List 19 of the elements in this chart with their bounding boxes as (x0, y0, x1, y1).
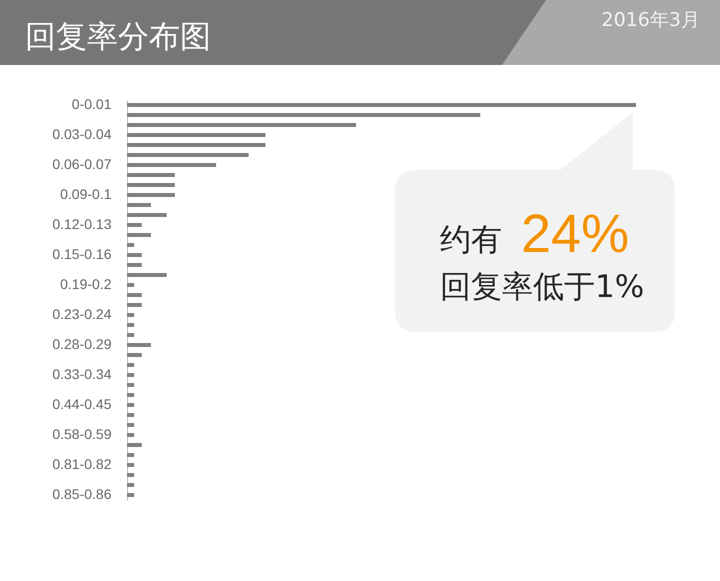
y-tick-label: 0.81-0.82 (52, 456, 112, 472)
y-tick-label: 0.15-0.16 (52, 246, 112, 262)
y-tick-label: 0.23-0.24 (52, 306, 112, 322)
y-tick-label: 0.44-0.45 (52, 396, 112, 412)
annotation: 回复率低于1% (440, 269, 644, 305)
annotation: 24% (521, 204, 630, 264)
annotation: 约有 (440, 222, 502, 258)
y-tick-label: 0.85-0.86 (52, 486, 112, 502)
y-tick-label: 0.12-0.13 (52, 216, 112, 232)
y-tick-label: 0.03-0.04 (52, 126, 112, 142)
y-tick-label: 0.58-0.59 (52, 426, 112, 442)
y-tick-label: 0.09-0.1 (60, 186, 112, 202)
chart-title: 回复率分布图 (25, 19, 211, 55)
y-tick-label: 0.28-0.29 (52, 336, 112, 352)
chart-subtitle: 2016年3月 (602, 9, 700, 31)
y-tick-label: 0.06-0.07 (52, 156, 112, 172)
y-tick-label: 0.33-0.34 (52, 366, 112, 382)
y-tick-label: 0-0.01 (72, 96, 112, 112)
y-tick-label: 0.19-0.2 (60, 276, 112, 292)
